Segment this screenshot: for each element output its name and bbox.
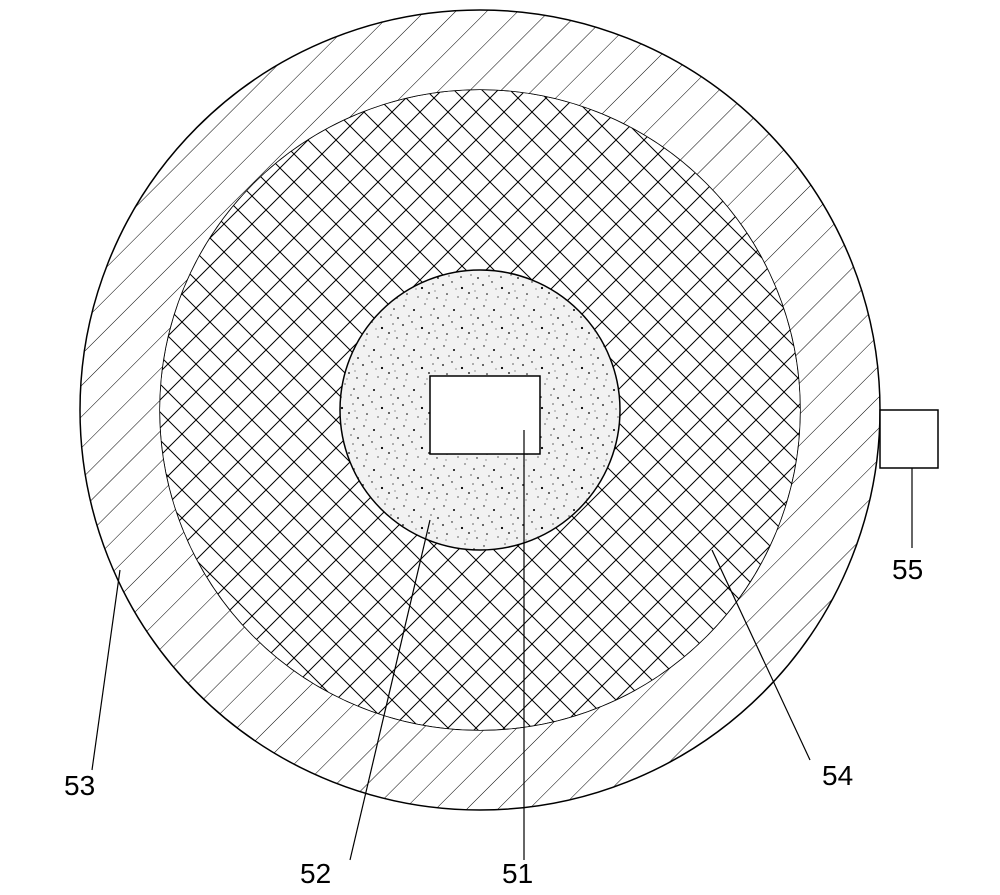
label-53: 53 <box>64 770 95 802</box>
diagram-stage: 51 52 53 54 55 <box>0 0 1000 895</box>
leader-53 <box>92 570 120 770</box>
side-rect <box>880 410 938 468</box>
label-55: 55 <box>892 554 923 586</box>
label-51: 51 <box>502 858 533 890</box>
label-52: 52 <box>300 858 331 890</box>
label-54: 54 <box>822 760 853 792</box>
